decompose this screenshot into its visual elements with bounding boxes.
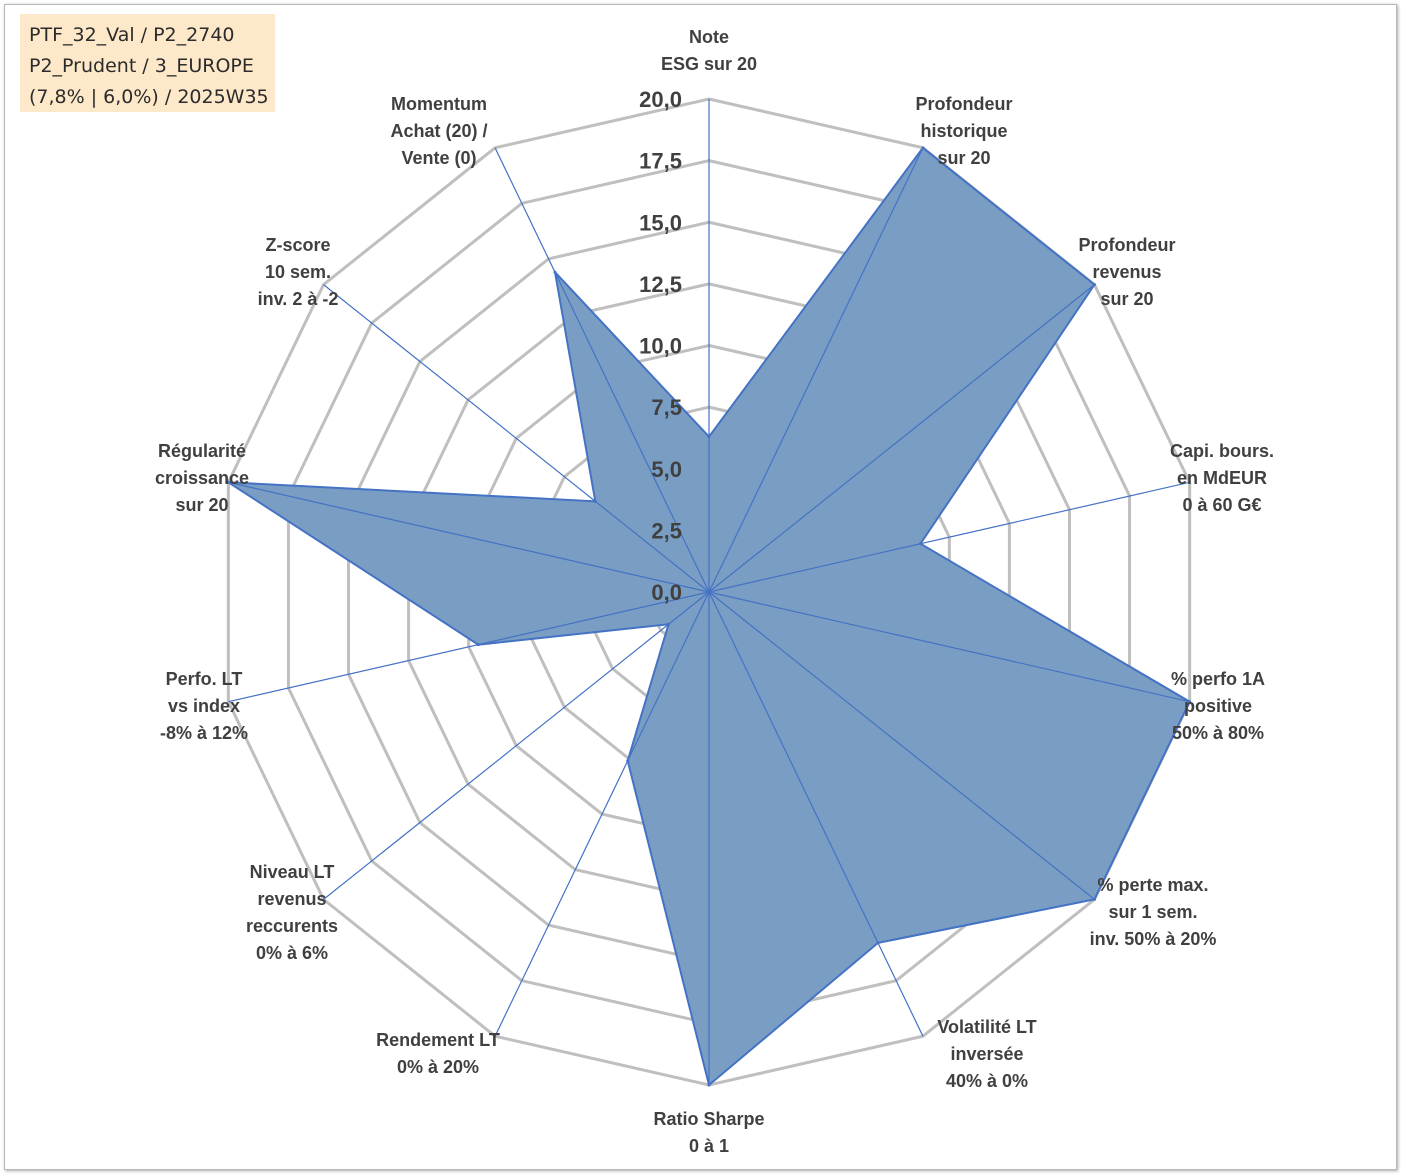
category-label-line: Régularité [158, 441, 246, 461]
category-label-line: revenus [257, 889, 326, 909]
radial-tick-labels: 0,0 2,5 5,0 7,5 10,0 12,5 15,0 17,5 20,0 [639, 87, 682, 605]
category-label-line: Z-score [265, 235, 330, 255]
category-label-line: Profondeur [1079, 235, 1176, 255]
category-label: Régularité croissance sur 20 [155, 441, 249, 515]
category-label-line: 0 à 60 G€ [1182, 495, 1261, 515]
category-label-line: 0% à 20% [397, 1057, 479, 1077]
category-label-line: Note [689, 27, 729, 47]
tick-label: 15,0 [639, 210, 682, 235]
category-label: Capi. bours. en MdEUR 0 à 60 G€ [1170, 441, 1274, 515]
category-label-line: 0 à 1 [689, 1136, 729, 1156]
spoke [323, 591, 710, 900]
category-label-line: Niveau LT [250, 862, 335, 882]
category-label-line: sur 1 sem. [1108, 902, 1197, 922]
category-label: Note ESG sur 20 [661, 27, 757, 74]
category-label-line: ESG sur 20 [661, 54, 757, 74]
info-line-1: PTF_32_Val / P2_2740 [29, 24, 235, 46]
category-label: Ratio Sharpe 0 à 1 [653, 1109, 764, 1156]
tick-label: 10,0 [639, 334, 682, 359]
category-label-line: inv. 50% à 20% [1090, 929, 1217, 949]
tick-label: 7,5 [651, 395, 682, 420]
spoke [708, 147, 924, 593]
category-label-line: Momentum [391, 94, 487, 114]
category-label: Profondeur historique sur 20 [916, 94, 1013, 168]
tick-label: 0,0 [651, 580, 682, 605]
category-label-line: historique [920, 121, 1007, 141]
category-label-line: inv. 2 à -2 [258, 289, 339, 309]
category-label: Rendement LT 0% à 20% [376, 1030, 500, 1077]
spoke [708, 481, 1190, 593]
category-label-line: positive [1184, 696, 1252, 716]
category-label: Momentum Achat (20) / Vente (0) [390, 94, 487, 168]
info-line-2: P2_Prudent / 3_EUROPE [29, 55, 254, 77]
category-label-line: Volatilité LT [937, 1017, 1036, 1037]
spoke [708, 591, 1190, 703]
category-label-line: vs index [168, 696, 240, 716]
category-label-line: 0% à 6% [256, 943, 328, 963]
radar-spokes [228, 99, 1190, 1085]
info-line-3: (7,8% | 6,0%) / 2025W35 [29, 86, 269, 108]
tick-label: 5,0 [651, 457, 682, 482]
spoke [494, 147, 710, 593]
spoke [494, 591, 710, 1037]
category-label: Profondeur revenus sur 20 [1079, 235, 1176, 309]
category-label-line: Ratio Sharpe [653, 1109, 764, 1129]
tick-label: 2,5 [651, 518, 682, 543]
spoke [708, 284, 1095, 593]
category-label-line: Rendement LT [376, 1030, 500, 1050]
category-label-line: reccurents [246, 916, 338, 936]
category-label-line: inversée [950, 1044, 1023, 1064]
category-label: Perfo. LT vs index -8% à 12% [160, 669, 248, 743]
category-label-line: Capi. bours. [1170, 441, 1274, 461]
category-label-line: en MdEUR [1177, 468, 1267, 488]
spoke [228, 481, 710, 593]
category-label-line: 40% à 0% [946, 1071, 1028, 1091]
category-label: % perte max. sur 1 sem. inv. 50% à 20% [1090, 875, 1217, 949]
category-label-line: 50% à 80% [1172, 723, 1264, 743]
spoke [708, 591, 1095, 900]
category-label-line: 10 sem. [265, 262, 331, 282]
category-label: % perfo 1A positive 50% à 80% [1171, 669, 1265, 743]
info-box: PTF_32_Val / P2_2740 P2_Prudent / 3_EURO… [20, 14, 275, 112]
category-label-line: Achat (20) / [390, 121, 487, 141]
category-label: Z-score 10 sem. inv. 2 à -2 [258, 235, 339, 309]
category-label-line: revenus [1092, 262, 1161, 282]
category-label-line: Perfo. LT [166, 669, 243, 689]
tick-label: 20,0 [639, 87, 682, 112]
category-label-line: % perfo 1A [1171, 669, 1265, 689]
category-label-line: croissance [155, 468, 249, 488]
category-label-line: Vente (0) [401, 148, 476, 168]
tick-label: 17,5 [639, 149, 682, 174]
category-label-line: Profondeur [916, 94, 1013, 114]
spoke [708, 591, 924, 1037]
tick-label: 12,5 [639, 272, 682, 297]
category-label-line: -8% à 12% [160, 723, 248, 743]
category-labels: Note ESG sur 20 Profondeur historique sur 20… [155, 27, 1274, 1156]
category-label-line: sur 20 [1100, 289, 1153, 309]
category-label: Volatilité LT inversée 40% à 0% [937, 1017, 1036, 1091]
spoke [323, 284, 710, 593]
category-label-line: sur 20 [937, 148, 990, 168]
category-label-line: sur 20 [175, 495, 228, 515]
spoke [228, 591, 710, 703]
category-label: Niveau LT revenus reccurents 0% à 6% [246, 862, 338, 963]
category-label-line: % perte max. [1097, 875, 1208, 895]
